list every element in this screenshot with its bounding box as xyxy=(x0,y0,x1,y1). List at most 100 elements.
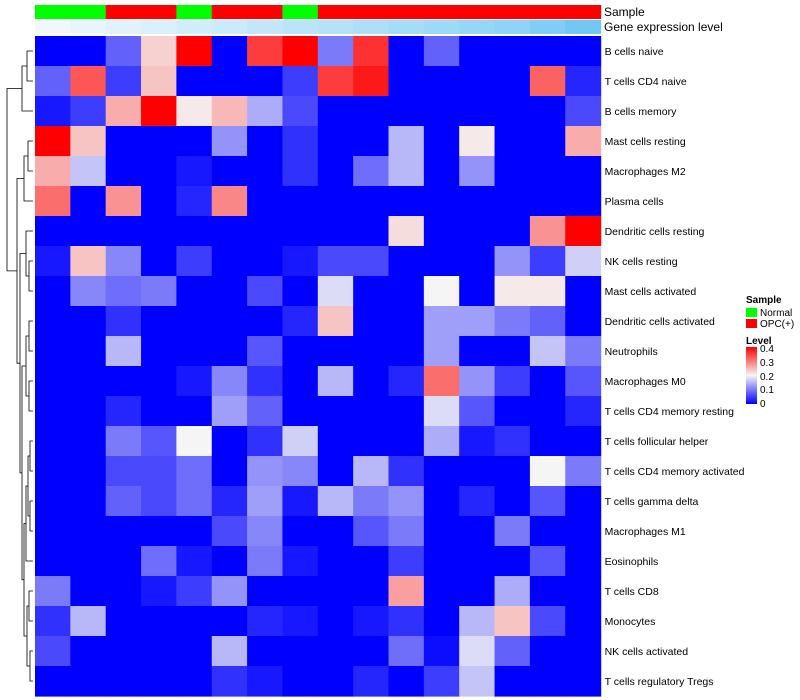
heatmap-cell xyxy=(494,126,531,157)
heatmap-cell xyxy=(282,486,319,517)
heatmap-cell xyxy=(247,186,284,217)
heatmap-cell xyxy=(423,276,460,307)
heatmap-cell xyxy=(105,276,142,307)
level-tick-0.4: 0.4 xyxy=(760,344,774,355)
heatmap-cell xyxy=(459,426,496,457)
heatmap-cell xyxy=(459,486,496,517)
heatmap-cell xyxy=(35,606,71,637)
heatmap-cell xyxy=(423,576,460,607)
heatmap-cell xyxy=(35,396,71,427)
heatmap-cell xyxy=(529,366,566,397)
heatmap-cell xyxy=(353,36,390,67)
heatmap-cell xyxy=(105,366,142,397)
heatmap-cell xyxy=(565,336,602,367)
heatmap-cell xyxy=(282,126,319,157)
heatmap-cell xyxy=(176,426,213,457)
heatmap-cell xyxy=(105,336,142,367)
row-label: T cells CD4 naive xyxy=(605,76,687,88)
heatmap-cell xyxy=(353,666,390,697)
heatmap-cell xyxy=(353,546,390,577)
heatmap-cell xyxy=(211,426,248,457)
heatmap-cell xyxy=(176,186,213,217)
heatmap-cell xyxy=(70,396,107,427)
heatmap-cell xyxy=(529,606,566,637)
heatmap-cell xyxy=(105,516,142,547)
heatmap-cell xyxy=(353,606,390,637)
heatmap-cell xyxy=(494,546,531,577)
heatmap-cell xyxy=(565,396,602,427)
expression-annotation-cell xyxy=(494,20,531,34)
heatmap-cell xyxy=(494,336,531,367)
heatmap-cell xyxy=(282,546,319,577)
heatmap-cell xyxy=(494,216,531,247)
heatmap-cell xyxy=(529,426,566,457)
heatmap-cell xyxy=(423,126,460,157)
heatmap-cell xyxy=(459,216,496,247)
heatmap-cell xyxy=(565,246,602,277)
heatmap-cell xyxy=(423,666,460,697)
heatmap-cell xyxy=(176,276,213,307)
heatmap-cell xyxy=(353,96,390,127)
level-tick-0.2: 0.2 xyxy=(760,372,774,383)
expression-annotation-cell xyxy=(70,20,107,34)
heatmap-cell xyxy=(494,666,531,697)
dendrogram-branch xyxy=(25,230,33,277)
heatmap-cell xyxy=(282,396,319,427)
sample-annotation-cell xyxy=(317,5,354,19)
heatmap-cell xyxy=(317,396,354,427)
heatmap-cell xyxy=(388,156,425,187)
heatmap-cell xyxy=(176,96,213,127)
heatmap-cell xyxy=(176,36,213,67)
heatmap-cell xyxy=(459,276,496,307)
heatmap-cell xyxy=(459,516,496,547)
heatmap-cell xyxy=(105,306,142,337)
heatmap-cell xyxy=(317,606,354,637)
heatmap-cell xyxy=(565,456,602,487)
heatmap-cell xyxy=(176,576,213,607)
heatmap-cell xyxy=(529,516,566,547)
heatmap-cell xyxy=(282,636,319,667)
heatmap-cell xyxy=(211,576,248,607)
heatmap-cell xyxy=(423,186,460,217)
dendrogram-branch xyxy=(28,380,33,412)
heatmap-cell xyxy=(388,186,425,217)
heatmap-cell xyxy=(70,186,107,217)
heatmap-cell xyxy=(459,366,496,397)
heatmap-cell xyxy=(247,276,284,307)
heatmap-cell xyxy=(176,546,213,577)
row-label: T cells gamma delta xyxy=(605,496,699,508)
heatmap-cell xyxy=(247,636,284,667)
heatmap-cell xyxy=(105,546,142,577)
heatmap-cell xyxy=(211,456,248,487)
heatmap-cell xyxy=(529,456,566,487)
heatmap-cell xyxy=(529,156,566,187)
row-dendrogram xyxy=(6,50,33,682)
row-label: Mast cells activated xyxy=(605,286,697,298)
heatmap-cell xyxy=(211,36,248,67)
heatmap-cell xyxy=(141,96,177,127)
heatmap-cell xyxy=(388,606,425,637)
expression-annotation-cell xyxy=(211,20,248,34)
heatmap-cell xyxy=(35,666,71,697)
heatmap-cell xyxy=(317,666,354,697)
heatmap-cell xyxy=(35,276,71,307)
level-tick-0.3: 0.3 xyxy=(760,358,774,369)
heatmap-cell xyxy=(141,636,177,667)
expression-annotation-cell xyxy=(529,20,566,34)
heatmap-cell xyxy=(423,546,460,577)
heatmap-cell xyxy=(423,336,460,367)
row-label: T cells CD8 xyxy=(605,586,659,598)
heatmap-cell xyxy=(70,336,107,367)
heatmap-cell xyxy=(423,96,460,127)
heatmap-cell xyxy=(176,366,213,397)
heatmap-cell xyxy=(141,516,177,547)
heatmap-cell xyxy=(247,216,284,247)
heatmap-cell xyxy=(282,516,319,547)
heatmap-cell xyxy=(423,306,460,337)
dendrogram-branch xyxy=(28,590,33,622)
heatmap-cells xyxy=(35,36,602,697)
expression-annotation-cell xyxy=(35,20,71,34)
heatmap-cell xyxy=(565,126,602,157)
heatmap-cell xyxy=(423,36,460,67)
heatmap-cell xyxy=(70,606,107,637)
